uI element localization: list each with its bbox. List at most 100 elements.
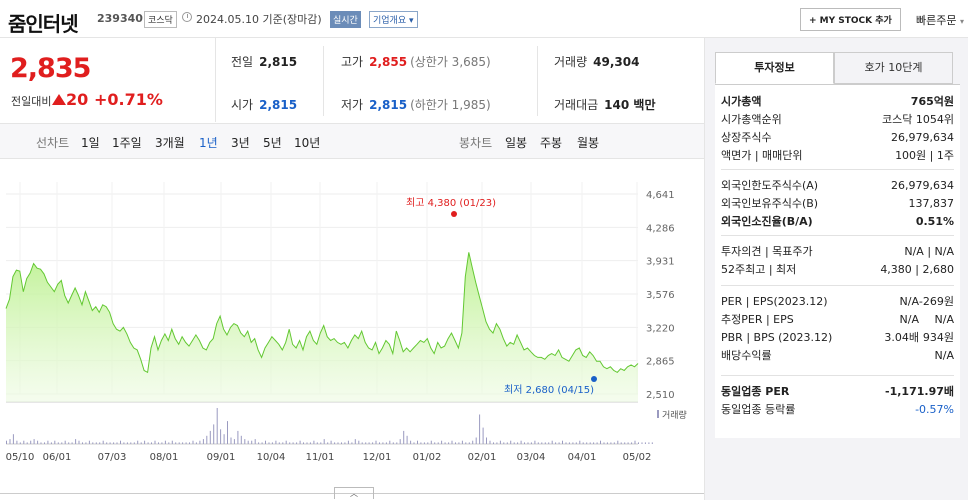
info-row-value: 26,979,634 bbox=[891, 179, 954, 192]
info-row-value: 0.51% bbox=[915, 215, 954, 228]
divider bbox=[721, 285, 954, 286]
volume-bar bbox=[126, 442, 128, 444]
tab-3m[interactable]: 3개월 bbox=[155, 136, 185, 150]
tab-orderbook[interactable]: 호가 10단계 bbox=[834, 52, 953, 84]
info-row-value: -1,171.97배 bbox=[885, 385, 954, 398]
volume-bar bbox=[278, 442, 280, 444]
tab-10y[interactable]: 10년 bbox=[294, 136, 321, 150]
volume-bar bbox=[389, 440, 391, 444]
price-summary: 2,835 전일대비 20 +0.71% bbox=[0, 38, 216, 122]
info-row-value: N/A bbox=[934, 349, 954, 362]
volume-bar bbox=[551, 440, 553, 444]
low-price: 저가 2,815 (하한가 1,985) bbox=[341, 96, 491, 113]
info-row-label: 추정PER | EPS bbox=[721, 313, 794, 326]
volume-bar bbox=[420, 442, 422, 444]
volume-label: 거래량 bbox=[554, 55, 588, 69]
volume-bar bbox=[37, 440, 39, 444]
up-triangle-icon bbox=[52, 94, 66, 105]
volume-bar bbox=[154, 440, 156, 444]
volume-bar bbox=[230, 437, 232, 444]
company-overview-dropdown[interactable]: 기업개요 ▾ bbox=[369, 11, 418, 28]
volume-bar bbox=[195, 442, 197, 444]
y-tick-label: 4,286 bbox=[646, 223, 675, 234]
price-chart-svg: 4,641 4,286 3,931 3,576 3,220 2,865 2,510 최고 4,… bbox=[5, 182, 687, 463]
volume-bar bbox=[289, 442, 291, 444]
volume-bar bbox=[603, 442, 605, 444]
volume-bar bbox=[565, 442, 567, 444]
tab-1w[interactable]: 1주일 bbox=[112, 136, 142, 150]
add-my-stock-button[interactable]: + MY STOCK 추가 bbox=[800, 8, 901, 31]
info-row-value: -0.57% bbox=[915, 403, 954, 416]
volume-bar bbox=[261, 442, 263, 444]
info-row-value: 코스닥 1054위 bbox=[882, 113, 954, 126]
tab-1d[interactable]: 1일 bbox=[81, 136, 100, 150]
volume-bar bbox=[368, 442, 370, 444]
volume-bar bbox=[413, 442, 415, 444]
volume-bar bbox=[185, 442, 187, 444]
volume-bar bbox=[147, 442, 149, 444]
info-row-value: N/A bbox=[899, 295, 919, 308]
tab-5y[interactable]: 5년 bbox=[263, 136, 282, 150]
volume-bar bbox=[589, 442, 591, 444]
volume-bar bbox=[330, 440, 332, 444]
collapse-toggle[interactable]: ︿ bbox=[334, 487, 374, 499]
tab-monthly[interactable]: 월봉 bbox=[577, 136, 600, 150]
volume-bar bbox=[624, 442, 626, 444]
info-row-value: 765억원 bbox=[910, 95, 954, 108]
market-badge: 코스닥 bbox=[144, 11, 177, 28]
volume-bar bbox=[123, 442, 125, 444]
volume-bar bbox=[610, 442, 612, 444]
volume-bar bbox=[430, 440, 432, 444]
tab-1y[interactable]: 1년 bbox=[199, 136, 218, 150]
volume-bar bbox=[638, 442, 639, 444]
info-row-label: 동일업종 등락률 bbox=[721, 403, 796, 416]
volume-bar bbox=[189, 442, 190, 444]
volume-bar bbox=[292, 442, 294, 444]
volume-bar bbox=[513, 442, 515, 444]
volume-bar bbox=[68, 442, 70, 444]
x-tick-label: 03/04 bbox=[517, 452, 546, 463]
tab-investment-info[interactable]: 투자정보 bbox=[715, 52, 834, 84]
divider bbox=[721, 235, 954, 236]
realtime-badge[interactable]: 실시간 bbox=[330, 11, 361, 28]
investment-info-panel: 투자정보 호가 10단계 시가총액 765억원 시가총액순위 코스닥 1054위 상장주… bbox=[704, 38, 968, 500]
volume-bar bbox=[303, 442, 304, 444]
x-tick-label: 06/01 bbox=[43, 452, 72, 463]
open-price: 시가 2,815 bbox=[231, 96, 297, 113]
volume-bar bbox=[541, 442, 543, 444]
volume-bar bbox=[192, 440, 194, 444]
quick-order-label: 빠른주문 bbox=[916, 14, 957, 27]
company-overview-label: 기업개요 bbox=[373, 16, 407, 26]
prev-close-label: 전일 bbox=[231, 55, 254, 69]
price-line bbox=[5, 252, 639, 374]
volume-bar bbox=[164, 440, 166, 444]
volume-legend-icon bbox=[657, 410, 659, 418]
volume-bar bbox=[648, 442, 650, 444]
volume-bar bbox=[158, 442, 159, 444]
volume-bar bbox=[99, 442, 101, 444]
tab-daily[interactable]: 일봉 bbox=[505, 136, 528, 150]
volume-bar bbox=[82, 442, 83, 444]
y-tick-label: 3,576 bbox=[646, 290, 675, 301]
info-row: 액면가 | 매매단위 100원 | 1주 bbox=[721, 147, 954, 165]
info-row: 시가총액순위 코스닥 1054위 bbox=[721, 111, 954, 129]
prev-close-value: 2,815 bbox=[259, 55, 298, 69]
volume-bar bbox=[548, 442, 550, 444]
info-row-label: PBR | BPS (2023.12) bbox=[721, 331, 833, 344]
volume-bar bbox=[441, 440, 443, 444]
volume-bar bbox=[361, 442, 363, 444]
volume-bar bbox=[282, 442, 284, 444]
volume-bar bbox=[562, 440, 563, 444]
volume-bar bbox=[382, 442, 384, 444]
x-tick-label: 10/04 bbox=[257, 452, 286, 463]
info-row-label: 배당수익률 bbox=[721, 349, 772, 362]
quick-order-link[interactable]: 빠른주문 ▾ bbox=[916, 12, 964, 28]
volume-bar bbox=[285, 440, 287, 444]
tab-3y[interactable]: 3년 bbox=[231, 136, 250, 150]
volume-bar bbox=[499, 440, 501, 444]
volume-bar bbox=[109, 442, 111, 444]
x-tick-label: 11/01 bbox=[306, 452, 335, 463]
volume-bar bbox=[434, 442, 436, 444]
tab-weekly[interactable]: 주봉 bbox=[540, 136, 563, 150]
volume-bar bbox=[644, 442, 646, 444]
